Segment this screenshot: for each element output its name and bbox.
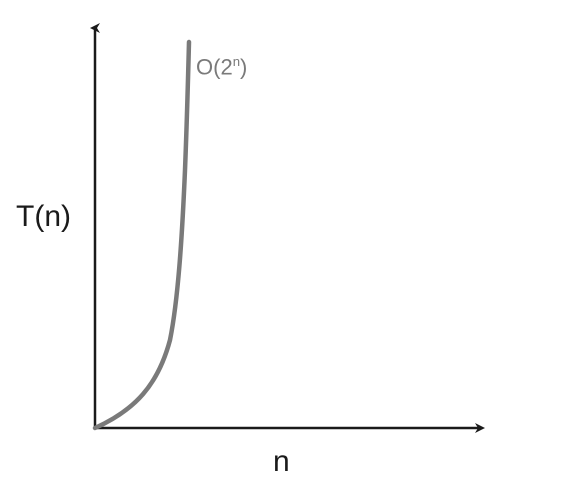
curve-label-exp: n [233,54,240,69]
exponential-curve-chart: T(n) n O(2n) [0,0,566,500]
curve-label: O(2n) [196,54,247,80]
chart-svg [0,0,566,500]
curve-label-suffix: ) [240,54,247,79]
curve-label-prefix: O(2 [196,54,233,79]
y-axis-label: T(n) [16,200,71,234]
x-axis-label: n [273,445,290,479]
exponential-curve [95,42,189,428]
